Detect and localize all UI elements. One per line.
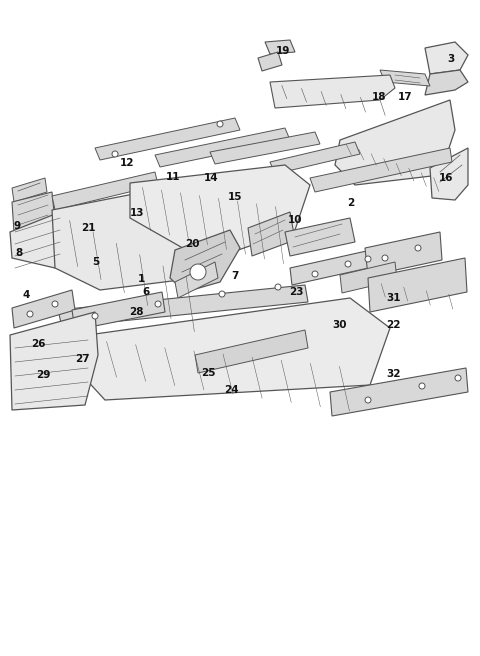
Polygon shape — [425, 70, 468, 95]
Polygon shape — [210, 132, 320, 164]
Polygon shape — [290, 248, 382, 285]
Circle shape — [52, 301, 58, 307]
Text: 24: 24 — [224, 385, 239, 396]
Polygon shape — [170, 230, 240, 292]
Text: 30: 30 — [333, 319, 347, 330]
Polygon shape — [155, 128, 290, 167]
Polygon shape — [72, 292, 165, 330]
Circle shape — [345, 261, 351, 267]
Circle shape — [415, 245, 421, 251]
Text: 25: 25 — [202, 367, 216, 378]
Polygon shape — [130, 165, 310, 260]
Text: 3: 3 — [447, 54, 455, 64]
Text: 19: 19 — [276, 46, 290, 56]
Text: 14: 14 — [204, 173, 218, 184]
Text: 1: 1 — [138, 274, 145, 284]
Polygon shape — [12, 290, 75, 328]
Circle shape — [275, 284, 281, 290]
Polygon shape — [58, 285, 308, 327]
Circle shape — [419, 383, 425, 389]
Text: 20: 20 — [185, 239, 199, 249]
Polygon shape — [12, 178, 47, 202]
Polygon shape — [248, 212, 295, 256]
Text: 17: 17 — [398, 92, 413, 102]
Text: 16: 16 — [439, 173, 454, 184]
Polygon shape — [195, 330, 308, 373]
Text: 9: 9 — [13, 221, 20, 232]
Polygon shape — [425, 42, 468, 74]
Polygon shape — [52, 182, 215, 290]
Text: 28: 28 — [130, 306, 144, 317]
Circle shape — [155, 301, 161, 307]
Text: 5: 5 — [92, 257, 100, 268]
Circle shape — [92, 313, 98, 319]
Polygon shape — [368, 258, 467, 312]
Text: 32: 32 — [386, 369, 401, 379]
Polygon shape — [330, 368, 468, 416]
Text: 13: 13 — [130, 208, 144, 218]
Circle shape — [312, 271, 318, 277]
Polygon shape — [335, 100, 455, 185]
Polygon shape — [430, 148, 468, 200]
Polygon shape — [265, 40, 295, 54]
Polygon shape — [10, 312, 98, 410]
Text: 11: 11 — [166, 172, 180, 182]
Circle shape — [365, 397, 371, 403]
Text: 8: 8 — [15, 247, 23, 258]
Polygon shape — [380, 70, 430, 86]
Circle shape — [27, 311, 33, 317]
Polygon shape — [82, 298, 390, 400]
Circle shape — [190, 264, 206, 280]
Polygon shape — [310, 148, 452, 192]
Polygon shape — [340, 262, 397, 293]
Polygon shape — [365, 232, 442, 276]
Circle shape — [382, 255, 388, 261]
Circle shape — [219, 291, 225, 297]
Text: 31: 31 — [386, 293, 401, 304]
Text: 4: 4 — [23, 290, 30, 300]
Circle shape — [217, 121, 223, 127]
Text: 18: 18 — [372, 92, 386, 102]
Text: 7: 7 — [231, 270, 239, 281]
Text: 12: 12 — [120, 157, 134, 168]
Polygon shape — [270, 142, 360, 174]
Text: 21: 21 — [82, 223, 96, 234]
Circle shape — [365, 256, 371, 262]
Text: 2: 2 — [347, 198, 354, 209]
Text: 29: 29 — [36, 370, 50, 380]
Polygon shape — [258, 52, 282, 71]
Circle shape — [112, 151, 118, 157]
Polygon shape — [270, 75, 395, 108]
Text: 15: 15 — [228, 192, 242, 202]
Text: 26: 26 — [31, 339, 46, 350]
Circle shape — [455, 375, 461, 381]
Text: 22: 22 — [386, 319, 401, 330]
Text: 6: 6 — [143, 287, 150, 297]
Text: 27: 27 — [75, 354, 90, 365]
Text: 23: 23 — [289, 287, 304, 297]
Text: 10: 10 — [288, 215, 302, 225]
Polygon shape — [12, 192, 55, 232]
Polygon shape — [175, 262, 218, 298]
Polygon shape — [10, 210, 68, 268]
Polygon shape — [52, 172, 158, 210]
Polygon shape — [285, 218, 355, 256]
Polygon shape — [95, 118, 240, 160]
